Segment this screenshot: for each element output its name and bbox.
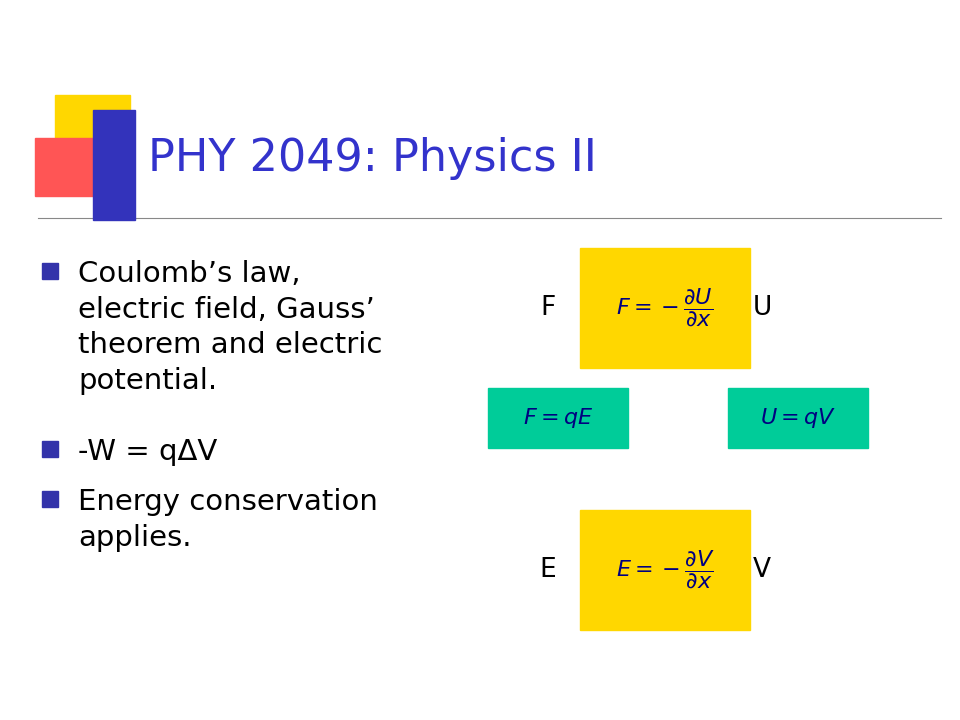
Bar <box>42 441 58 457</box>
Text: Energy conservation
applies.: Energy conservation applies. <box>78 488 378 552</box>
Text: $E = -\dfrac{\partial V}{\partial x}$: $E = -\dfrac{\partial V}{\partial x}$ <box>615 549 714 591</box>
Text: U: U <box>753 295 772 321</box>
Bar <box>35 138 110 196</box>
Bar <box>42 491 58 507</box>
Bar <box>728 388 868 448</box>
Bar <box>488 388 628 448</box>
Text: $U = qV$: $U = qV$ <box>760 406 836 430</box>
Bar <box>93 110 135 220</box>
Text: E: E <box>540 557 556 583</box>
Text: F: F <box>540 295 556 321</box>
Text: PHY 2049: Physics II: PHY 2049: Physics II <box>148 137 597 179</box>
Bar <box>42 263 58 279</box>
Text: -W = qΔV: -W = qΔV <box>78 438 217 466</box>
Text: $F = -\dfrac{\partial U}{\partial x}$: $F = -\dfrac{\partial U}{\partial x}$ <box>616 287 713 329</box>
Bar <box>580 510 750 630</box>
Text: Coulomb’s law,
electric field, Gauss’
theorem and electric
potential.: Coulomb’s law, electric field, Gauss’ th… <box>78 260 382 395</box>
Text: $F = qE$: $F = qE$ <box>523 406 593 430</box>
Text: V: V <box>753 557 771 583</box>
Bar <box>580 248 750 368</box>
Bar <box>55 95 130 163</box>
